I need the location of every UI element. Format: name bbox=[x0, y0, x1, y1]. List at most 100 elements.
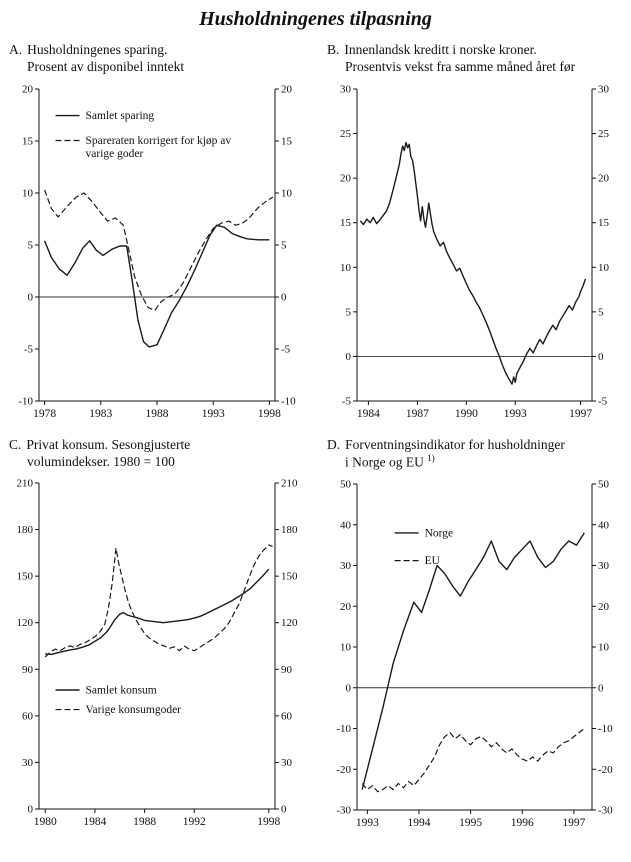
svg-text:10: 10 bbox=[598, 261, 610, 273]
svg-text:-5: -5 bbox=[24, 343, 34, 355]
svg-text:Norge: Norge bbox=[425, 527, 454, 539]
svg-text:20: 20 bbox=[340, 172, 352, 184]
svg-text:1997: 1997 bbox=[569, 408, 592, 420]
chart-household-saving: -10 -10 -5 -5 0 0 5 5 10 10 15 15 20 20 1978 1983 1988 19… bbox=[9, 80, 305, 422]
svg-text:-10: -10 bbox=[598, 723, 613, 735]
svg-text:EU: EU bbox=[425, 555, 441, 567]
svg-text:1988: 1988 bbox=[133, 816, 156, 828]
svg-text:1997: 1997 bbox=[562, 817, 585, 829]
svg-text:20: 20 bbox=[340, 600, 352, 612]
svg-text:0: 0 bbox=[281, 804, 287, 816]
svg-text:15: 15 bbox=[340, 217, 352, 229]
report-page: Husholdningenes tilpasning A. Husholdning… bbox=[9, 8, 622, 831]
svg-text:50: 50 bbox=[598, 478, 610, 490]
svg-text:0: 0 bbox=[28, 291, 34, 303]
svg-text:210: 210 bbox=[281, 478, 298, 490]
svg-text:90: 90 bbox=[22, 664, 34, 676]
svg-text:25: 25 bbox=[340, 128, 352, 140]
svg-text:varige goder: varige goder bbox=[86, 148, 144, 160]
panel-c-letter: C. bbox=[9, 436, 22, 452]
svg-text:1984: 1984 bbox=[357, 408, 380, 420]
svg-text:-20: -20 bbox=[336, 763, 351, 775]
svg-text:0: 0 bbox=[346, 682, 352, 694]
svg-text:60: 60 bbox=[281, 710, 293, 722]
svg-text:40: 40 bbox=[598, 519, 610, 531]
svg-text:1998: 1998 bbox=[258, 408, 281, 420]
svg-text:1988: 1988 bbox=[146, 408, 169, 420]
panel-c: C. Privat konsum. Sesongjusterte volumind… bbox=[9, 436, 305, 831]
svg-text:10: 10 bbox=[598, 641, 610, 653]
svg-text:-5: -5 bbox=[598, 395, 608, 407]
svg-text:1990: 1990 bbox=[455, 408, 478, 420]
page-title: Husholdningenes tilpasning bbox=[199, 8, 432, 30]
svg-text:90: 90 bbox=[281, 664, 293, 676]
svg-text:15: 15 bbox=[22, 135, 34, 147]
svg-text:20: 20 bbox=[22, 83, 34, 95]
svg-text:-30: -30 bbox=[598, 804, 613, 816]
panel-d: D. Forventningsindikator for husholdninge… bbox=[327, 436, 622, 831]
svg-text:10: 10 bbox=[22, 187, 34, 199]
svg-text:Samlet konsum: Samlet konsum bbox=[86, 685, 157, 697]
svg-text:120: 120 bbox=[17, 617, 34, 629]
svg-text:Spareraten korrigert for kjøp: Spareraten korrigert for kjøp av bbox=[86, 135, 232, 147]
svg-text:10: 10 bbox=[340, 261, 352, 273]
svg-text:5: 5 bbox=[598, 306, 604, 318]
svg-text:5: 5 bbox=[346, 306, 352, 318]
svg-text:30: 30 bbox=[22, 757, 34, 769]
panel-d-title-line2: i Norge og EU bbox=[345, 454, 424, 470]
panel-c-caption: C. Privat konsum. Sesongjusterte volumind… bbox=[9, 436, 305, 471]
svg-text:50: 50 bbox=[340, 478, 352, 490]
svg-text:-10: -10 bbox=[336, 723, 351, 735]
svg-text:1980: 1980 bbox=[34, 816, 57, 828]
chart-expectations-indicator: -30 -30 -20 -20 -10 -10 0 0 10 10 20 20 30 30 40 40 50 50… bbox=[327, 475, 622, 831]
svg-text:30: 30 bbox=[598, 83, 610, 95]
svg-text:1993: 1993 bbox=[504, 408, 527, 420]
svg-text:1993: 1993 bbox=[202, 408, 225, 420]
svg-text:120: 120 bbox=[281, 617, 298, 629]
svg-text:1987: 1987 bbox=[406, 408, 429, 420]
panel-a-caption: A. Husholdningenes sparing. Prosent av di… bbox=[9, 41, 305, 76]
svg-text:-5: -5 bbox=[342, 395, 352, 407]
svg-text:25: 25 bbox=[598, 128, 610, 140]
svg-text:30: 30 bbox=[340, 560, 352, 572]
panel-b: B. Innenlandsk kreditt i norske kroner. P… bbox=[327, 41, 622, 422]
panel-d-footnote-marker: 1) bbox=[427, 452, 435, 463]
svg-text:15: 15 bbox=[281, 135, 293, 147]
svg-text:1994: 1994 bbox=[407, 817, 430, 829]
svg-text:0: 0 bbox=[346, 350, 352, 362]
svg-text:1983: 1983 bbox=[89, 408, 112, 420]
svg-text:0: 0 bbox=[598, 350, 604, 362]
svg-text:210: 210 bbox=[17, 478, 34, 490]
panel-a-title-line2: Prosent av disponibel inntekt bbox=[27, 59, 185, 75]
svg-text:20: 20 bbox=[598, 172, 610, 184]
panel-d-caption: D. Forventningsindikator for husholdninge… bbox=[327, 436, 622, 471]
svg-text:-10: -10 bbox=[18, 395, 33, 407]
svg-text:60: 60 bbox=[22, 710, 34, 722]
svg-text:40: 40 bbox=[340, 519, 352, 531]
svg-text:1995: 1995 bbox=[459, 817, 482, 829]
panel-b-caption: B. Innenlandsk kreditt i norske kroner. P… bbox=[327, 41, 622, 76]
svg-text:1978: 1978 bbox=[33, 408, 56, 420]
svg-text:20: 20 bbox=[598, 600, 610, 612]
panel-d-title-line1: Forventningsindikator for husholdninger bbox=[345, 436, 565, 452]
svg-text:15: 15 bbox=[598, 217, 610, 229]
svg-text:5: 5 bbox=[281, 239, 287, 251]
panel-b-title-line2: Prosentvis vekst fra samme måned året fø… bbox=[345, 59, 576, 75]
svg-text:5: 5 bbox=[28, 239, 34, 251]
chart-private-consumption: 0 0 30 30 60 60 90 90 120 120 150 150 180 180 210 210 19… bbox=[9, 474, 305, 830]
svg-text:30: 30 bbox=[281, 757, 293, 769]
svg-text:0: 0 bbox=[598, 682, 604, 694]
svg-text:1984: 1984 bbox=[83, 816, 106, 828]
svg-text:1996: 1996 bbox=[511, 817, 534, 829]
svg-text:180: 180 bbox=[281, 524, 298, 536]
panel-c-title-line1: Privat konsum. Sesongjusterte bbox=[26, 436, 191, 452]
svg-text:1992: 1992 bbox=[183, 816, 206, 828]
svg-text:1993: 1993 bbox=[356, 817, 379, 829]
svg-text:180: 180 bbox=[17, 524, 34, 536]
svg-text:150: 150 bbox=[17, 571, 34, 583]
panel-b-letter: B. bbox=[327, 42, 340, 57]
svg-text:0: 0 bbox=[28, 804, 34, 816]
svg-text:10: 10 bbox=[340, 641, 352, 653]
svg-text:150: 150 bbox=[281, 571, 298, 583]
panel-d-letter: D. bbox=[327, 436, 341, 452]
